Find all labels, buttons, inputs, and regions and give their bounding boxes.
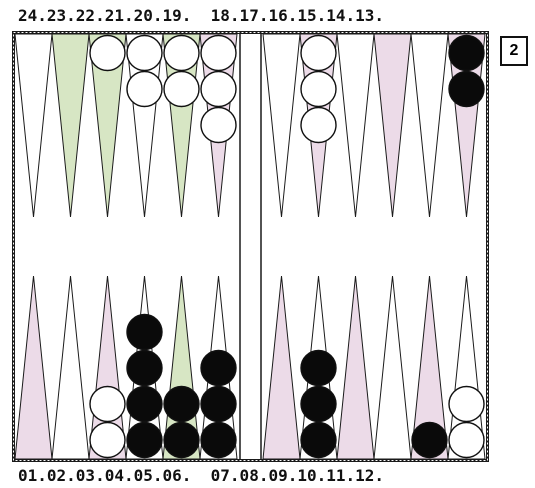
black-checker-point-8[interactable]	[300, 421, 337, 459]
white-checker-point-19[interactable]	[200, 106, 237, 144]
black-checker-point-13[interactable]	[448, 34, 485, 72]
bottom-point-numbers: 01.02.03.04.05.06. 07.08.09.10.11.12.	[18, 466, 385, 485]
white-checker-point-12[interactable]	[448, 421, 485, 459]
white-checker-point-21[interactable]	[126, 34, 163, 72]
point-14[interactable]	[410, 33, 449, 218]
point-7[interactable]	[262, 275, 301, 460]
black-checker-point-4[interactable]	[126, 385, 163, 423]
point-11[interactable]	[410, 275, 449, 460]
white-checker-point-12[interactable]	[448, 385, 485, 423]
white-checker-point-17[interactable]	[300, 34, 337, 72]
white-checker-point-3[interactable]	[89, 385, 126, 423]
black-checker-point-5[interactable]	[163, 421, 200, 459]
board-frame-dotted	[13, 32, 488, 461]
white-checker-point-17[interactable]	[300, 70, 337, 108]
black-checker-point-13[interactable]	[448, 70, 485, 108]
point-15[interactable]	[373, 33, 412, 218]
black-checker-point-8[interactable]	[300, 349, 337, 387]
black-checker-point-6[interactable]	[200, 385, 237, 423]
white-checker-point-3[interactable]	[89, 421, 126, 459]
point-1[interactable]	[14, 275, 53, 460]
white-checker-point-22[interactable]	[89, 34, 126, 72]
point-18[interactable]	[262, 33, 301, 218]
white-checker-point-20[interactable]	[163, 70, 200, 108]
white-checker-point-17[interactable]	[300, 106, 337, 144]
doubling-cube[interactable]: 2	[500, 36, 528, 66]
black-checker-point-4[interactable]	[126, 349, 163, 387]
white-checker-point-19[interactable]	[200, 70, 237, 108]
black-checker-point-5[interactable]	[163, 385, 200, 423]
point-24[interactable]	[14, 33, 53, 218]
board-frame	[12, 31, 489, 462]
point-22[interactable]	[88, 33, 127, 218]
point-2[interactable]	[51, 275, 90, 460]
black-checker-point-6[interactable]	[200, 421, 237, 459]
top-point-numbers: 24.23.22.21.20.19. 18.17.16.15.14.13.	[18, 6, 385, 25]
point-23[interactable]	[51, 33, 90, 218]
black-checker-point-11[interactable]	[411, 421, 448, 459]
backgammon-board	[12, 31, 489, 462]
point-10[interactable]	[373, 275, 412, 460]
point-9[interactable]	[336, 275, 375, 460]
black-checker-point-4[interactable]	[126, 313, 163, 351]
white-checker-point-21[interactable]	[126, 70, 163, 108]
white-checker-point-19[interactable]	[200, 34, 237, 72]
black-checker-point-4[interactable]	[126, 421, 163, 459]
point-16[interactable]	[336, 33, 375, 218]
black-checker-point-8[interactable]	[300, 385, 337, 423]
black-checker-point-6[interactable]	[200, 349, 237, 387]
checkers-layer	[89, 34, 485, 459]
white-checker-point-20[interactable]	[163, 34, 200, 72]
